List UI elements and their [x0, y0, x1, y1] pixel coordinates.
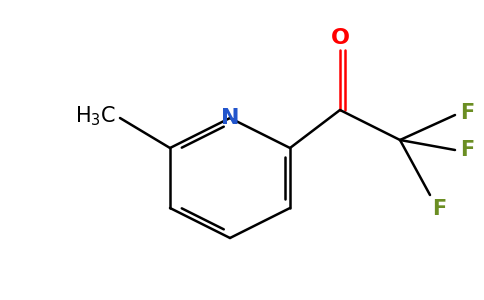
Text: $\mathdefault{H_3C}$: $\mathdefault{H_3C}$ — [75, 104, 116, 128]
Text: F: F — [432, 199, 446, 219]
Text: N: N — [221, 108, 239, 128]
Text: F: F — [460, 140, 474, 160]
Text: F: F — [460, 103, 474, 123]
Text: O: O — [331, 28, 349, 48]
